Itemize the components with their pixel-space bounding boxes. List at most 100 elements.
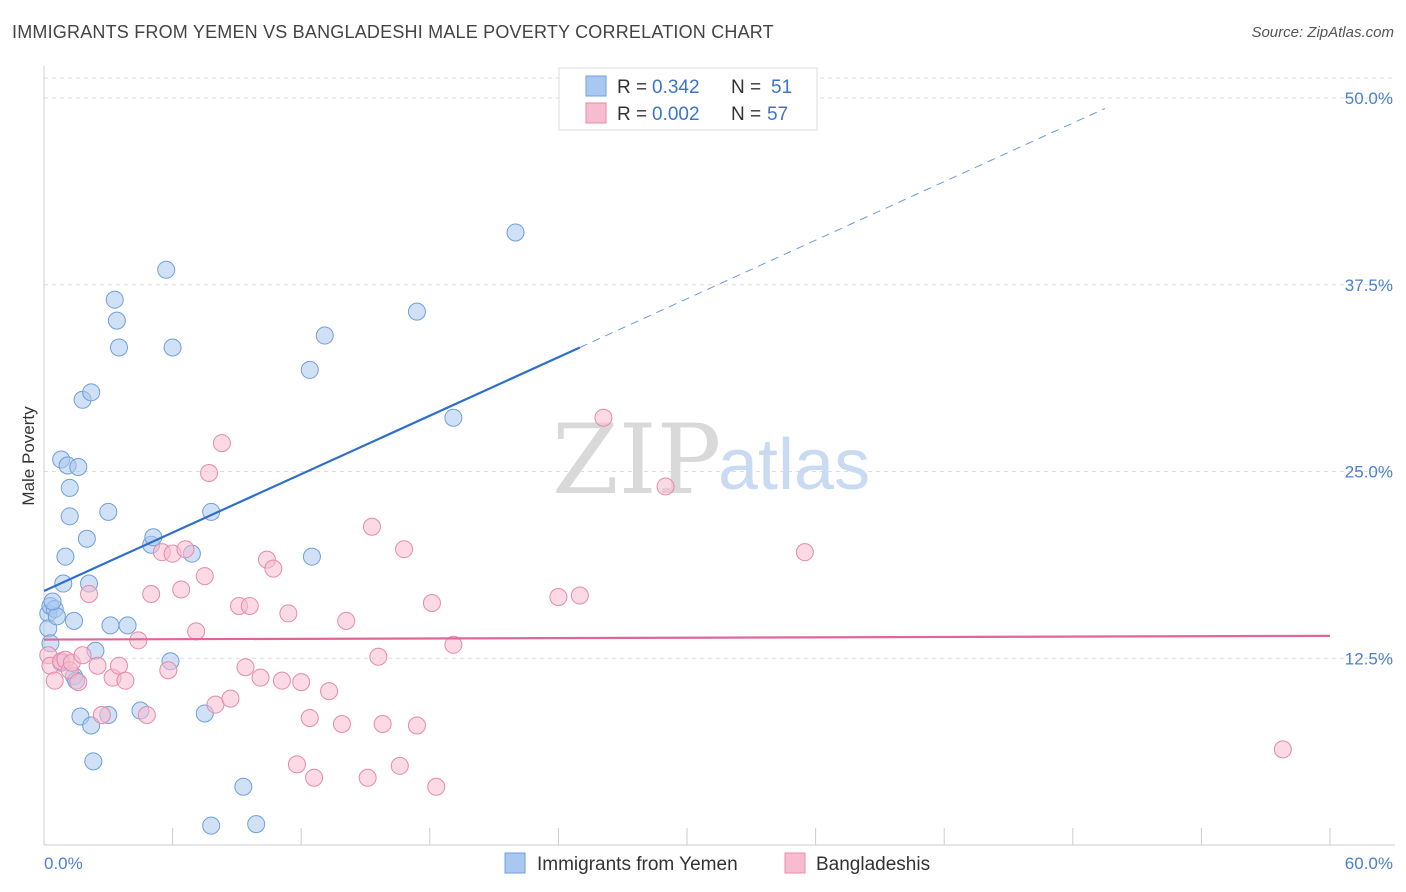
point-bangladeshi [73, 646, 92, 665]
point-bangladeshi [362, 517, 381, 536]
trend-line-bangladeshi [43, 634, 1331, 641]
point-bangladeshi [212, 434, 231, 453]
y-axis-label: Male Poverty [19, 406, 38, 506]
point-bangladeshi [795, 543, 814, 562]
y-tick-label: 25.0% [1345, 463, 1393, 482]
point-bangladeshi [279, 604, 298, 623]
point-bangladeshi [594, 408, 613, 427]
axes [43, 66, 1395, 846]
trend-lines [43, 108, 1331, 641]
legend-n-label-bangladeshi: N = [731, 104, 761, 125]
chart-title: IMMIGRANTS FROM YEMEN VS BANGLADESHI MAL… [12, 22, 774, 42]
point-yemen [202, 816, 221, 835]
legend-r-label-yemen: R = [617, 77, 647, 98]
point-bangladeshi [272, 671, 291, 690]
point-bangladeshi [88, 656, 107, 675]
point-yemen [157, 260, 176, 279]
bottom-legend-swatch-bangladeshi [784, 852, 806, 874]
point-yemen [101, 616, 120, 635]
bottom-legend-swatch-yemen [504, 852, 526, 874]
point-yemen [69, 458, 88, 477]
point-bangladeshi [444, 635, 463, 654]
point-bangladeshi [1273, 740, 1292, 759]
legend-box: R = 0.342 N = 51 R = 0.002 N = 57 [558, 67, 818, 131]
point-bangladeshi [142, 585, 161, 604]
point-yemen [82, 383, 101, 402]
watermark-zip-text: ZIP [552, 404, 721, 516]
point-yemen [43, 592, 62, 611]
gridlines [44, 77, 1395, 659]
legend-n-label-yemen: N = [731, 77, 761, 98]
point-bangladeshi [337, 611, 356, 630]
point-bangladeshi [69, 673, 88, 692]
point-yemen [300, 360, 319, 379]
data-points [39, 223, 1292, 835]
point-yemen [444, 408, 463, 427]
point-yemen [65, 611, 84, 630]
point-bangladeshi [45, 671, 64, 690]
point-yemen [99, 502, 118, 521]
legend-swatch-bangladeshi [585, 102, 607, 124]
y-tick-label: 12.5% [1345, 649, 1393, 668]
point-bangladeshi [200, 463, 219, 482]
point-bangladeshi [427, 777, 446, 796]
point-bangladeshi [332, 714, 351, 733]
point-yemen [60, 478, 79, 497]
point-bangladeshi [300, 709, 319, 728]
legend-r-label-bangladeshi: R = [617, 104, 647, 125]
point-bangladeshi [570, 586, 589, 605]
trend-line-yemen-extension [579, 108, 1106, 348]
point-bangladeshi [206, 695, 225, 714]
point-bangladeshi [292, 673, 311, 692]
point-bangladeshi [251, 668, 270, 687]
legend-n-value-bangladeshi: 57 [767, 104, 788, 125]
point-yemen [56, 547, 75, 566]
bottom-legend-label-yemen: Immigrants from Yemen [537, 854, 738, 875]
point-bangladeshi [116, 671, 135, 690]
point-bangladeshi [159, 661, 178, 680]
point-yemen [407, 302, 426, 321]
point-yemen [60, 507, 79, 526]
x-tick-label: 0.0% [44, 854, 83, 873]
point-yemen [118, 616, 137, 635]
point-bangladeshi [92, 706, 111, 725]
point-yemen [107, 311, 126, 330]
bottom-legend-label-bangladeshi: Bangladeshis [816, 854, 930, 875]
point-bangladeshi [80, 585, 99, 604]
point-yemen [247, 815, 266, 834]
x-tick-label: 60.0% [1345, 854, 1393, 873]
point-bangladeshi [358, 768, 377, 787]
point-bangladeshi [236, 658, 255, 677]
point-bangladeshi [172, 580, 191, 599]
y-tick-label: 37.5% [1345, 276, 1393, 295]
point-bangladeshi [373, 714, 392, 733]
point-bangladeshi [221, 689, 240, 708]
point-yemen [47, 607, 66, 626]
point-bangladeshi [656, 477, 675, 496]
point-bangladeshi [137, 706, 156, 725]
y-tick-labels: 12.5% 25.0% 37.5% 50.0% [1345, 89, 1393, 668]
legend-n-value-yemen: 51 [771, 77, 792, 98]
point-yemen [315, 326, 334, 345]
point-bangladeshi [390, 756, 409, 775]
x-tick-labels: 0.0% 60.0% [44, 854, 1393, 873]
point-bangladeshi [240, 596, 259, 615]
point-bangladeshi [187, 622, 206, 641]
point-yemen [163, 338, 182, 357]
point-bangladeshi [110, 656, 129, 675]
point-bangladeshi [176, 540, 195, 559]
point-bangladeshi [305, 768, 324, 787]
point-bangladeshi [422, 593, 441, 612]
trend-line-yemen [43, 346, 581, 593]
point-yemen [77, 529, 96, 548]
point-yemen [506, 223, 525, 242]
legend-swatch-yemen [585, 75, 607, 97]
point-yemen [84, 752, 103, 771]
legend-r-value-bangladeshi: 0.002 [652, 104, 700, 125]
point-bangladeshi [395, 540, 414, 559]
point-yemen [302, 547, 321, 566]
point-yemen [105, 290, 124, 309]
point-bangladeshi [195, 567, 214, 586]
point-yemen [234, 777, 253, 796]
